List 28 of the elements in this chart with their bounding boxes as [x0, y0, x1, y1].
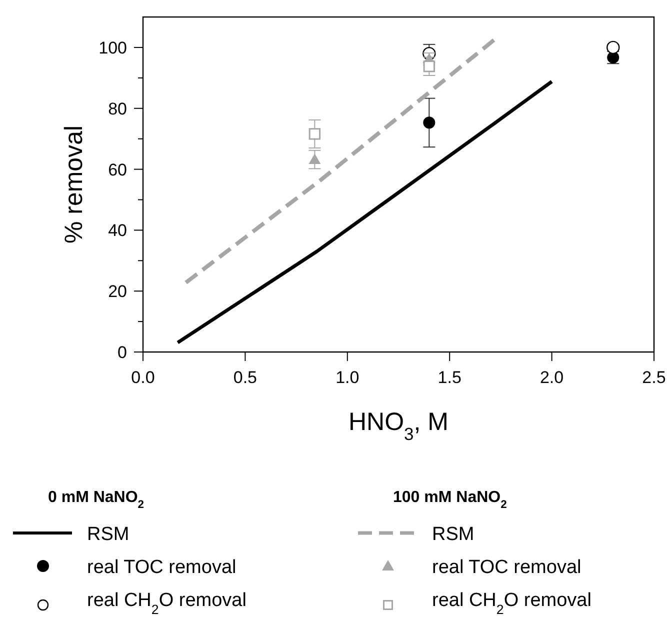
x-tick-label: 2.5	[642, 368, 666, 387]
y-tick-label: 20	[108, 282, 127, 302]
point	[606, 40, 620, 54]
point	[308, 128, 321, 140]
y-tick-label: 100	[98, 38, 127, 58]
y-tick-label: 0	[118, 343, 127, 362]
x-tick-label: 0.0	[131, 368, 155, 387]
point	[423, 60, 436, 72]
y-tick-label: 40	[108, 221, 127, 240]
y-tick-label: 60	[108, 160, 127, 180]
legend-label: real CH$_{2}$O removal	[432, 590, 592, 616]
point	[308, 154, 321, 164]
legend-label: real TOC removal	[432, 557, 582, 578]
legend-label: real CH$_{2}$O removal	[87, 590, 246, 616]
y-axis-title: % removal	[60, 125, 88, 244]
x-axis-title: HNO$_{3}$, M	[348, 408, 449, 444]
legend-label: RSM	[432, 524, 474, 545]
legend-label: RSM	[87, 524, 130, 545]
x-tick-label: 0.5	[233, 368, 258, 387]
point	[423, 116, 436, 129]
x-tick-label: 1.5	[438, 368, 462, 387]
legend-label: real TOC removal	[87, 557, 236, 578]
x-tick-label: 2.0	[540, 368, 564, 387]
text: 100 mM NaNO$_{2}$	[393, 489, 507, 511]
x-tick-label: 1.0	[336, 368, 360, 387]
line-series	[176, 80, 554, 344]
y-tick-label: 80	[108, 99, 127, 118]
text: 0 mM NaNO$_{2}$	[48, 489, 144, 511]
